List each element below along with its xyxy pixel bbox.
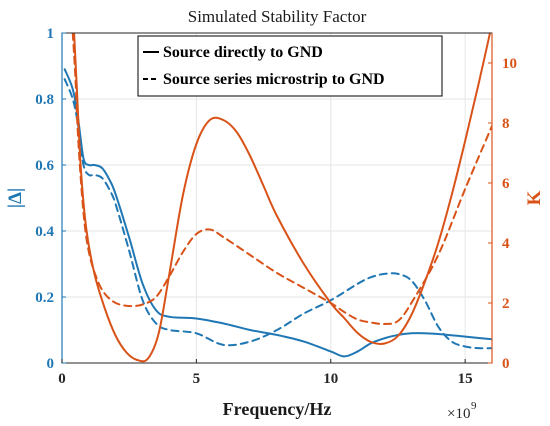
x-axis-multiplier-exponent: 9 [471,400,477,412]
x-tick-label: 0 [58,371,66,387]
left-axis: 0 0.2 0.4 0.6 0.8 1 [35,26,66,372]
series-layer [63,33,492,363]
y-right-tick-label: 4 [502,236,510,252]
y-left-tick-label: 1 [47,26,55,42]
series-line-right-dashed [71,33,492,326]
y-right-tick-label: 2 [502,296,510,312]
y-left-tick-label: 0.2 [35,290,54,306]
y-axis-right-label: K [524,190,545,205]
x-tick-label: 15 [458,371,473,387]
legend-label-solid: Source directly to GND [163,44,323,61]
x-tick-label: 10 [323,371,338,387]
x-axis-label: Frequency/Hz [223,399,332,419]
y-axis-left-label: |Δ| [5,188,26,208]
series-line-left-dashed [63,78,492,350]
y-left-tick-label: 0.8 [35,92,54,108]
y-left-tick-label: 0.4 [35,224,54,240]
y-right-tick-label: 0 [502,356,510,372]
legend-box [137,35,443,97]
series-line-left-solid [63,68,492,358]
legend-label-dashed: Source series microstrip to GND [163,71,385,88]
x-tick-label: 5 [193,371,201,387]
x-axis: 0 5 10 15 [58,359,473,387]
legend: Source directly to GND Source series mic… [137,35,443,97]
y-right-tick-label: 10 [502,56,517,72]
y-right-tick-label: 6 [502,176,510,192]
x-axis-multiplier: ×10 [447,406,470,422]
y-right-tick-label: 8 [502,116,510,132]
chart-title: Simulated Stability Factor [188,7,367,26]
y-left-tick-label: 0 [47,356,55,372]
series-line-right-solid [73,33,492,363]
y-left-tick-label: 0.6 [35,158,54,174]
right-axis: 0 2 4 6 8 10 [488,33,517,372]
